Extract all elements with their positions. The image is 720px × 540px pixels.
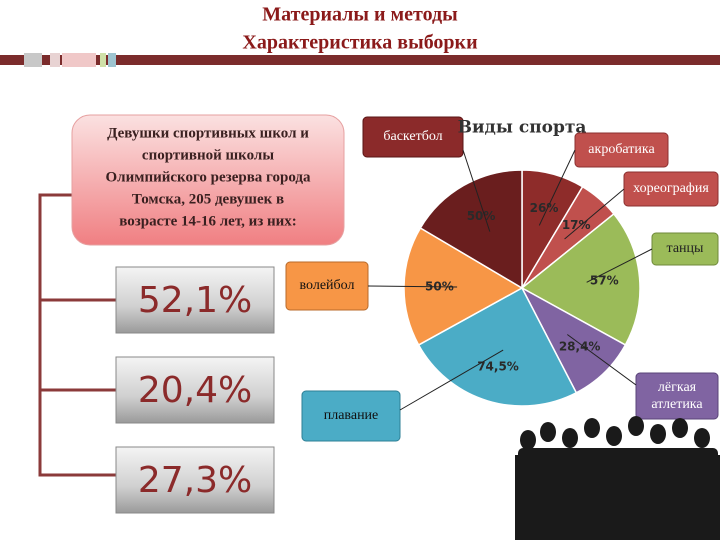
value-label: 17% bbox=[562, 218, 591, 232]
header-bar bbox=[0, 53, 720, 67]
callout-arrow bbox=[462, 149, 491, 232]
callout-arrow bbox=[567, 334, 637, 386]
sample-line: Девушки спортивных школ и bbox=[107, 125, 309, 141]
callouts bbox=[285, 116, 719, 442]
callout-arrow bbox=[586, 248, 653, 283]
pie-slice bbox=[520, 212, 641, 346]
callout-arrow bbox=[399, 349, 504, 411]
value-label: 57% bbox=[590, 273, 619, 287]
callout-arrow bbox=[538, 149, 576, 226]
title-line: Материалы и методы bbox=[262, 4, 458, 26]
share-box bbox=[115, 356, 275, 424]
sample-line: спортивной школы bbox=[142, 147, 274, 163]
category-label: хореография bbox=[633, 181, 709, 196]
callout-arrow bbox=[564, 188, 625, 240]
category-label: баскетбол bbox=[383, 129, 442, 144]
sample-line: Олимпийского резерва города bbox=[106, 169, 311, 185]
value-label: 50% bbox=[467, 209, 496, 223]
category-label: волейбол bbox=[300, 278, 355, 293]
callout-arrow bbox=[367, 285, 458, 288]
sample-line: Томска, 205 девушек в bbox=[132, 191, 284, 207]
bracket bbox=[38, 193, 116, 477]
share-value: 20,4% bbox=[138, 370, 252, 411]
category-label: плавание bbox=[324, 408, 379, 423]
chart-title: Виды спорта bbox=[458, 118, 587, 138]
share-box bbox=[115, 446, 275, 514]
value-label: 26% bbox=[530, 201, 559, 215]
title-line: Характеристика выборки bbox=[242, 32, 477, 54]
value-label: 74,5% bbox=[477, 360, 519, 374]
pie-slice bbox=[419, 169, 523, 290]
category-label: акробатика bbox=[588, 142, 655, 157]
share-box bbox=[115, 266, 275, 334]
sample-line: возрасте 14-16 лет, из них: bbox=[119, 213, 297, 229]
sample-box bbox=[71, 114, 345, 246]
category-label: лёгкая атлетика bbox=[651, 380, 703, 412]
share-value: 52,1% bbox=[138, 280, 252, 321]
value-label: 28,4% bbox=[559, 340, 601, 354]
share-value: 27,3% bbox=[138, 460, 252, 501]
category-label: танцы bbox=[667, 241, 704, 256]
crowd bbox=[515, 416, 720, 540]
value-label: 50% bbox=[425, 279, 454, 293]
